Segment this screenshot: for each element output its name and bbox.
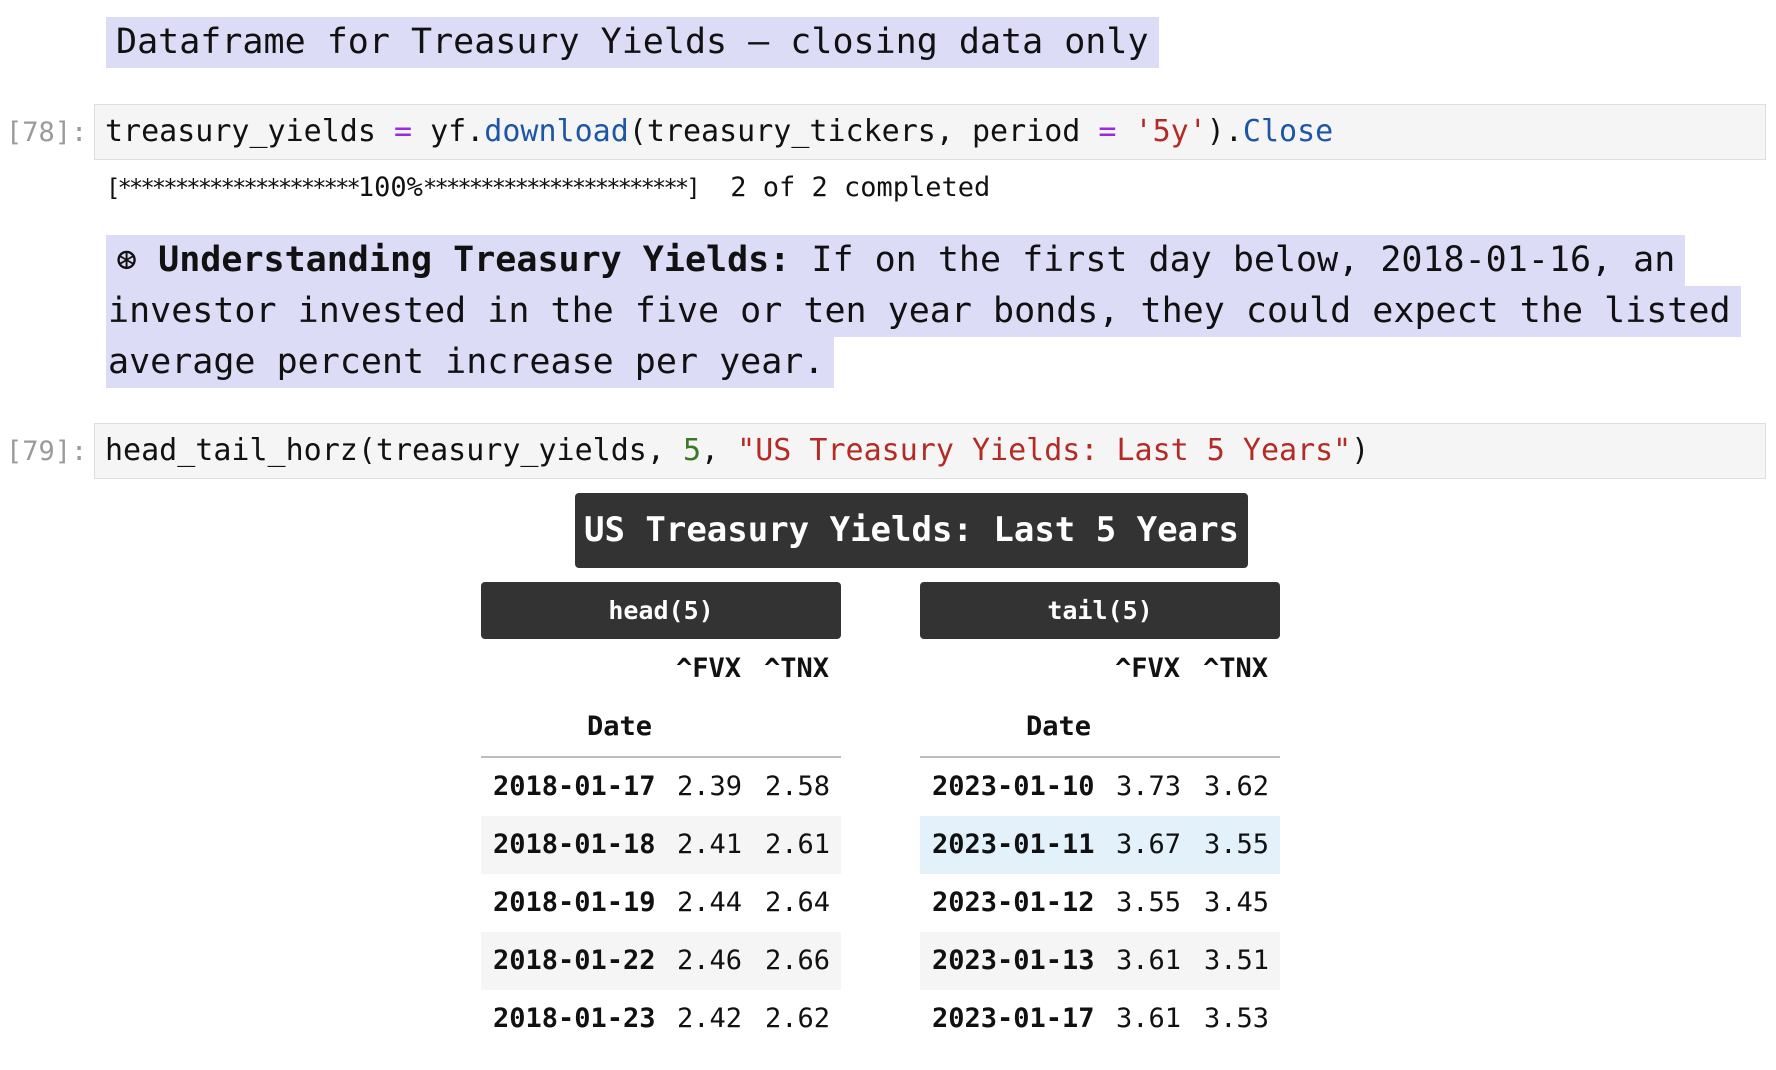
code-number: 5 <box>682 433 702 468</box>
row-date: 2023-01-12 <box>932 887 1095 918</box>
head-table-header: head(5) <box>481 582 841 639</box>
progress-bar-left: [********************* <box>106 174 361 202</box>
markdown-understanding-line-3: average percent increase per year. <box>106 337 835 388</box>
row-date: 2018-01-23 <box>493 1003 656 1034</box>
row-tnx: 3.45 <box>1204 887 1270 918</box>
header-rule <box>920 756 1280 758</box>
row-fvx: 3.67 <box>1116 829 1182 860</box>
code-token: (treasury_tickers, period <box>628 114 1099 149</box>
code-cell-78[interactable]: treasury_yields = yf.download(treasury_t… <box>94 104 1766 160</box>
table-row: 2018-01-18 2.41 2.61 <box>481 816 841 874</box>
row-tnx: 2.61 <box>765 829 831 860</box>
row-fvx: 3.55 <box>1116 887 1182 918</box>
markdown-understanding-line-1: ⊛ Understanding Treasury Yields: If on t… <box>106 235 1686 286</box>
row-date: 2018-01-19 <box>493 887 656 918</box>
row-date: 2018-01-17 <box>493 771 656 802</box>
row-date: 2018-01-22 <box>493 945 656 976</box>
understanding-text: investor invested in the five or ten yea… <box>108 291 1731 331</box>
table-row: 2023-01-17 3.61 3.53 <box>920 990 1280 1048</box>
header-rule <box>481 756 841 758</box>
code-string: "US Treasury Yields: Last 5 Years" <box>737 433 1352 468</box>
head-rows: 2018-01-17 2.39 2.58 2018-01-18 2.41 2.6… <box>481 758 841 1048</box>
progress-percent: 100% <box>357 172 423 203</box>
row-tnx: 2.64 <box>765 887 831 918</box>
row-date: 2023-01-11 <box>932 829 1095 860</box>
row-date: 2023-01-13 <box>932 945 1095 976</box>
cell-78-output: [*********************100%**************… <box>106 172 990 203</box>
row-date: 2018-01-18 <box>493 829 656 860</box>
code-token: yf. <box>412 114 485 149</box>
row-fvx: 2.46 <box>677 945 743 976</box>
row-fvx: 3.61 <box>1116 1003 1182 1034</box>
row-fvx: 2.41 <box>677 829 743 860</box>
cell-prompt-79: [79]: <box>6 436 88 467</box>
code-operator: = <box>1098 114 1117 149</box>
table-row-hovered[interactable]: 2023-01-11 3.67 3.55 <box>920 816 1280 874</box>
table-row: 2023-01-13 3.61 3.51 <box>920 932 1280 990</box>
code-token: treasury_yields <box>105 114 394 149</box>
table-row: 2023-01-12 3.55 3.45 <box>920 874 1280 932</box>
table-row: 2018-01-23 2.42 2.62 <box>481 990 841 1048</box>
code-attribute: Close <box>1242 114 1334 149</box>
row-fvx: 3.73 <box>1116 771 1182 802</box>
row-tnx: 3.62 <box>1204 771 1270 802</box>
understanding-bold: Understanding Treasury Yields: <box>158 240 791 280</box>
cell-prompt-78: [78]: <box>6 117 88 148</box>
row-date: 2023-01-17 <box>932 1003 1095 1034</box>
tail-rows: 2023-01-10 3.73 3.62 2023-01-11 3.67 3.5… <box>920 758 1280 1048</box>
code-space <box>1116 114 1134 149</box>
row-tnx: 3.55 <box>1204 829 1270 860</box>
heading-text: Dataframe for Treasury Yields – closing … <box>116 22 1149 62</box>
understanding-text: average percent increase per year. <box>108 342 825 382</box>
row-tnx: 2.66 <box>765 945 831 976</box>
row-fvx: 3.61 <box>1116 945 1182 976</box>
tail-table-header: tail(5) <box>920 582 1280 639</box>
progress-status: 2 of 2 completed <box>697 172 991 203</box>
markdown-understanding-line-2: investor invested in the five or ten yea… <box>106 286 1741 337</box>
column-header-tnx: ^TNX <box>764 653 830 684</box>
code-token: ) <box>1351 433 1370 468</box>
markdown-heading: Dataframe for Treasury Yields – closing … <box>106 17 1159 68</box>
column-header-fvx: ^FVX <box>676 653 742 684</box>
row-tnx: 3.53 <box>1204 1003 1270 1034</box>
row-fvx: 2.44 <box>677 887 743 918</box>
code-token: ). <box>1206 114 1243 149</box>
code-token: , <box>701 433 738 468</box>
code-token: head_tail_horz(treasury_yields, <box>105 433 683 468</box>
row-tnx: 2.58 <box>765 771 831 802</box>
row-tnx: 2.62 <box>765 1003 831 1034</box>
row-date: 2023-01-10 <box>932 771 1095 802</box>
code-function: download <box>484 114 629 149</box>
column-header-fvx: ^FVX <box>1115 653 1181 684</box>
row-fvx: 2.39 <box>677 771 743 802</box>
index-name: Date <box>587 711 653 742</box>
column-header-tnx: ^TNX <box>1203 653 1269 684</box>
row-fvx: 2.42 <box>677 1003 743 1034</box>
code-string: '5y' <box>1134 114 1207 149</box>
code-operator: = <box>393 114 413 149</box>
bullet-icon: ⊛ <box>116 240 138 280</box>
code-cell-79[interactable]: head_tail_horz(treasury_yields, 5, "US T… <box>94 423 1766 479</box>
index-name: Date <box>1026 711 1092 742</box>
understanding-text: If on the first day below, 2018-01-16, a… <box>790 240 1676 280</box>
table-row: 2018-01-19 2.44 2.64 <box>481 874 841 932</box>
table-row: 2018-01-17 2.39 2.58 <box>481 758 841 816</box>
table-row: 2018-01-22 2.46 2.66 <box>481 932 841 990</box>
row-tnx: 3.51 <box>1204 945 1270 976</box>
table-row: 2023-01-10 3.73 3.62 <box>920 758 1280 816</box>
progress-bar-right: ***********************] <box>422 174 701 202</box>
output-title-banner: US Treasury Yields: Last 5 Years <box>575 493 1248 568</box>
